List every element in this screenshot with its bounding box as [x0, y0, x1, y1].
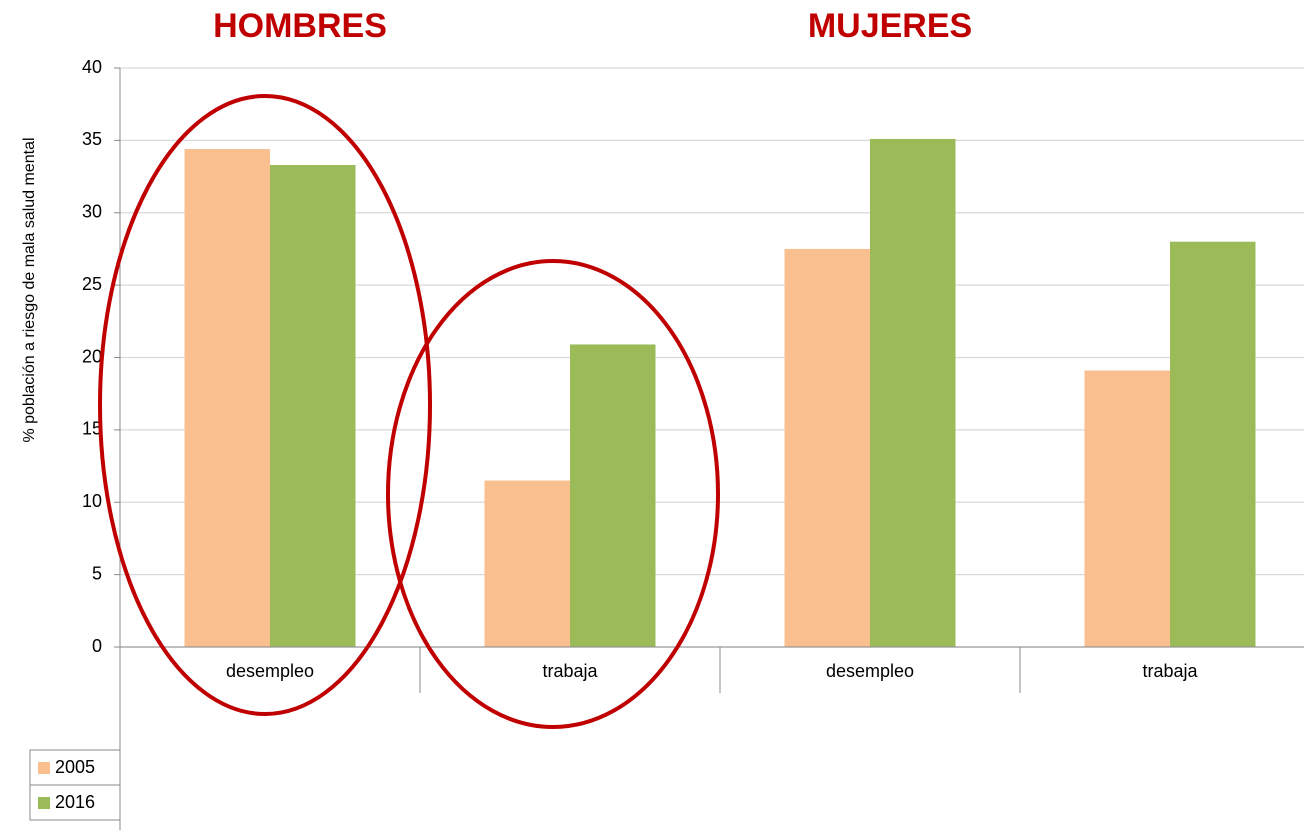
group-label: MUJERES	[808, 7, 972, 45]
y-tick-label: 40	[82, 57, 102, 77]
y-axis-label: % población a riesgo de mala salud menta…	[21, 137, 38, 442]
y-tick-label: 10	[82, 491, 102, 511]
bar	[784, 248, 870, 647]
y-tick-label: 30	[82, 202, 102, 222]
x-tick-label: desempleo	[826, 661, 914, 681]
annotation-ellipse	[98, 94, 432, 716]
y-tick-label: 5	[92, 563, 102, 583]
bar	[1084, 370, 1170, 647]
x-tick-label: desempleo	[226, 661, 314, 681]
bar	[870, 138, 956, 648]
group-label: HOMBRES	[213, 7, 387, 45]
bar	[484, 480, 570, 647]
y-tick-label: 15	[82, 419, 102, 439]
bar	[1170, 241, 1256, 647]
y-tick-label: 35	[82, 129, 102, 149]
y-tick-label: 0	[92, 636, 102, 656]
y-tick-label: 20	[82, 346, 102, 366]
bar	[270, 164, 356, 648]
x-tick-label: trabaja	[1142, 661, 1198, 681]
bar	[570, 344, 656, 647]
x-tick-label: trabaja	[542, 661, 598, 681]
legend-swatch	[38, 797, 50, 809]
y-tick-label: 25	[82, 274, 102, 294]
bar	[184, 149, 270, 647]
legend-label: 2016	[55, 792, 95, 812]
annotation-ellipse	[386, 259, 720, 729]
legend-label: 2005	[55, 757, 95, 777]
legend-swatch	[38, 762, 50, 774]
legend-box	[29, 784, 121, 821]
